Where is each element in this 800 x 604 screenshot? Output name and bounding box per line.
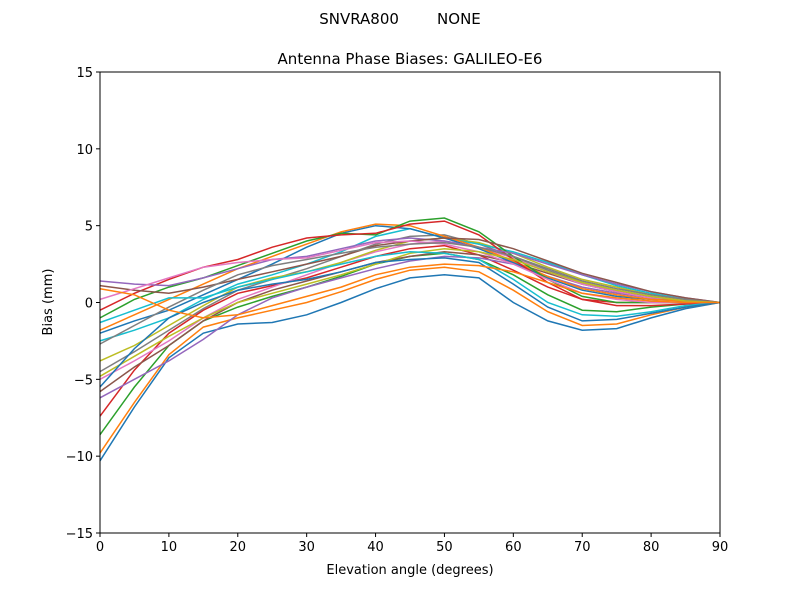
x-tick-label: 30 [298,540,315,555]
y-axis: −15 −10 −5 0 5 10 15 [66,66,100,542]
series-line-20 [99,251,721,324]
x-tick-label: 80 [643,540,660,555]
chart-suptitle: SNVRA800 NONE [319,10,481,28]
x-axis: 0 10 20 30 40 50 60 70 80 90 [96,533,728,555]
x-tick-label: 70 [574,540,591,555]
chart-title: Antenna Phase Biases: GALILEO-E6 [278,50,543,68]
x-tick-label: 90 [712,540,729,555]
series-line-5 [99,255,721,399]
x-tick-label: 60 [505,540,522,555]
x-tick-label: 40 [367,540,384,555]
y-tick-label: 10 [76,143,93,158]
y-tick-label: 15 [76,66,93,81]
y-tick-label: −10 [66,450,93,465]
y-axis-label: Bias (mm) [41,269,56,336]
x-tick-label: 20 [230,540,247,555]
series-line-15 [99,237,721,304]
x-tick-label: 50 [436,540,453,555]
series-line-22 [99,263,720,319]
series-line-18 [99,241,721,345]
series-line-12 [99,223,721,331]
y-tick-label: −15 [66,527,93,542]
series-line-2 [99,266,721,454]
y-tick-label: −5 [74,373,93,388]
y-tick-label: 5 [85,220,93,235]
series-line-21 [99,257,721,388]
series-line-17 [99,240,720,304]
y-tick-label: 0 [85,297,93,312]
x-tick-label: 0 [96,540,104,555]
series-line-11 [99,224,721,334]
series-line-1 [99,274,721,462]
x-axis-label: Elevation angle (degrees) [326,563,493,578]
x-tick-label: 10 [161,540,178,555]
series-lines [99,217,721,462]
